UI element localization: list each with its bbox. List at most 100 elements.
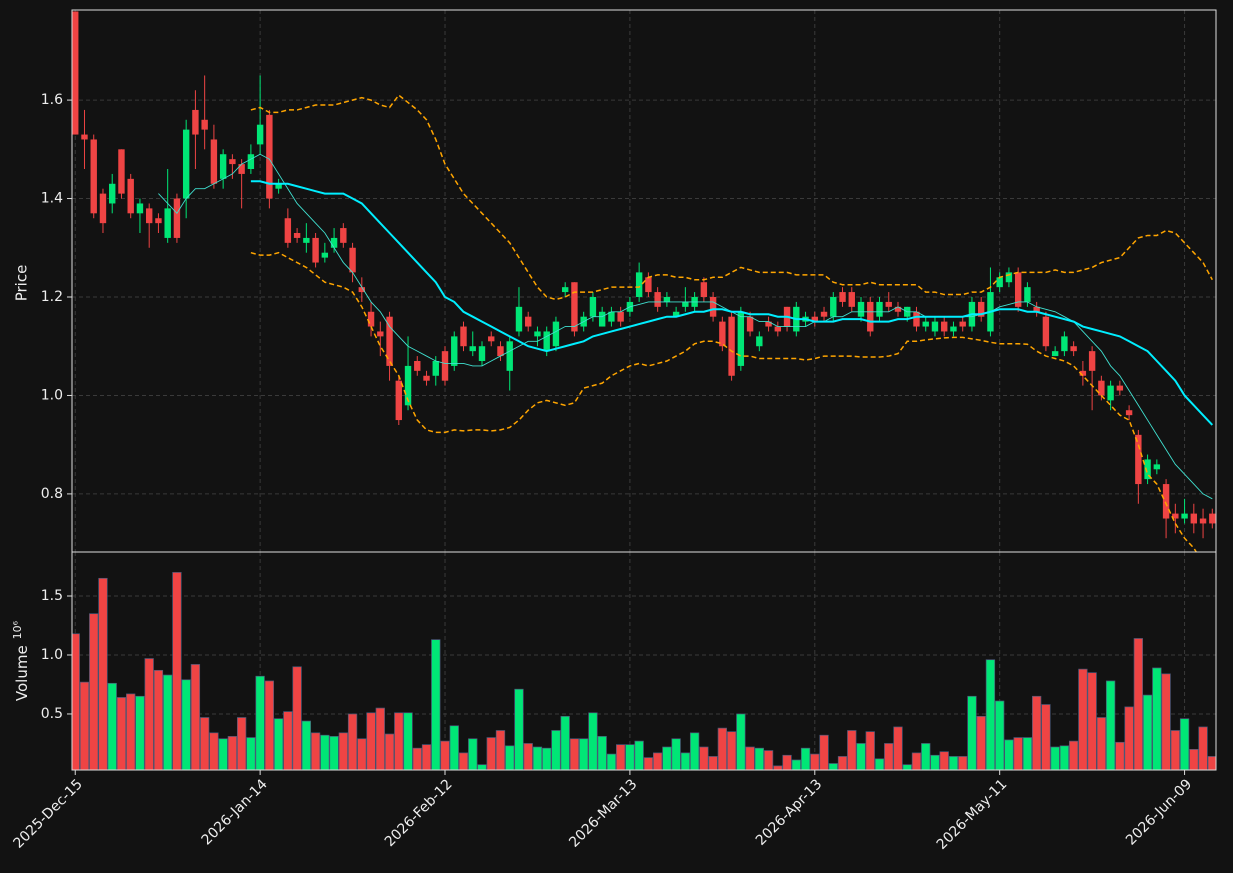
candle-body bbox=[266, 114, 273, 199]
volume-bar bbox=[514, 688, 524, 770]
volume-bar bbox=[366, 712, 376, 770]
volume-bar bbox=[79, 681, 90, 770]
candle-body bbox=[830, 296, 837, 317]
volume-bar bbox=[440, 740, 450, 770]
volume-bar bbox=[1198, 726, 1208, 770]
candle-body bbox=[1051, 351, 1059, 357]
volume-bar bbox=[357, 738, 367, 770]
candle-body bbox=[645, 277, 652, 293]
volume-bar bbox=[163, 674, 173, 770]
volume-bar bbox=[708, 756, 718, 770]
candle-body bbox=[192, 109, 199, 135]
candle-body bbox=[164, 208, 171, 238]
candle-body bbox=[118, 149, 125, 194]
candle-body bbox=[303, 237, 310, 243]
candle-body bbox=[229, 159, 236, 165]
volume-bar bbox=[689, 732, 700, 770]
volume-bar bbox=[273, 718, 284, 770]
volume-bar bbox=[1041, 704, 1051, 770]
volume-bar bbox=[810, 753, 820, 770]
volume-bar bbox=[791, 759, 801, 770]
volume-bar bbox=[338, 732, 348, 770]
candle-body bbox=[839, 292, 846, 302]
volume-bar bbox=[153, 669, 164, 770]
volume-bar bbox=[560, 715, 570, 770]
candle-body bbox=[1172, 513, 1179, 519]
volume-bar bbox=[236, 717, 247, 770]
volume-bar bbox=[837, 756, 848, 770]
volume-bar bbox=[671, 738, 681, 770]
volume-bar bbox=[745, 746, 755, 770]
volume-bar bbox=[246, 737, 256, 770]
candle-body bbox=[488, 336, 495, 342]
candle-body bbox=[1107, 385, 1114, 401]
candle-body bbox=[1135, 434, 1142, 485]
volume-bar bbox=[89, 613, 99, 770]
candle-body bbox=[811, 316, 818, 322]
candle-body bbox=[99, 193, 107, 224]
candle-body bbox=[672, 311, 680, 317]
volume-bar bbox=[1068, 740, 1079, 770]
candle-body bbox=[256, 124, 264, 145]
volume-bar bbox=[523, 743, 533, 770]
volume-bar bbox=[264, 680, 275, 770]
volume-bar bbox=[421, 744, 432, 770]
volume-bar bbox=[773, 765, 783, 770]
candle-body bbox=[820, 311, 828, 317]
candle-body bbox=[756, 336, 763, 347]
candle-body bbox=[996, 277, 1003, 288]
volume-bar bbox=[967, 695, 977, 770]
candle-body bbox=[534, 331, 541, 337]
volume-bar bbox=[865, 731, 875, 770]
volume-bar bbox=[958, 756, 968, 770]
candle-body bbox=[1144, 459, 1151, 480]
candle-body bbox=[182, 129, 190, 199]
volume-bar bbox=[310, 732, 321, 770]
volume-bar bbox=[477, 764, 487, 770]
volume-bar bbox=[542, 747, 552, 770]
candle-body bbox=[543, 331, 550, 352]
candle-body bbox=[746, 316, 754, 332]
candle-body bbox=[81, 134, 88, 140]
offset-label: 10⁶ bbox=[11, 620, 24, 639]
volume-bar bbox=[662, 746, 672, 770]
candle-body bbox=[367, 311, 375, 327]
volume-bar bbox=[976, 715, 986, 770]
candle-body bbox=[469, 346, 476, 352]
volume-bar bbox=[218, 738, 228, 770]
volume-bar bbox=[495, 730, 506, 770]
candle-body bbox=[515, 306, 523, 332]
volume-bar bbox=[1022, 737, 1033, 770]
candle-body bbox=[497, 346, 504, 357]
candle-body bbox=[395, 380, 402, 421]
volume-bar bbox=[995, 700, 1005, 770]
volume-bar bbox=[551, 730, 561, 770]
candle-body bbox=[1042, 316, 1050, 347]
volume-bar bbox=[847, 730, 857, 770]
candle-body bbox=[876, 301, 883, 317]
candle-body bbox=[1098, 380, 1105, 396]
candle-body bbox=[894, 306, 902, 312]
volume-bar bbox=[754, 747, 764, 770]
y-axis-label: Volume 10⁶ bbox=[11, 620, 31, 701]
candle-body bbox=[1181, 513, 1188, 519]
indicator-line bbox=[250, 251, 1198, 552]
volume-bar bbox=[1189, 749, 1199, 770]
volume-bar bbox=[1078, 668, 1088, 770]
candle-body bbox=[219, 154, 227, 179]
candle-body bbox=[848, 292, 855, 307]
volume-bar bbox=[172, 572, 182, 770]
volume-bar bbox=[107, 682, 117, 770]
candle-body bbox=[377, 331, 384, 337]
indicator-line bbox=[158, 153, 1213, 500]
volume-bar bbox=[1050, 746, 1060, 770]
candle-body bbox=[1125, 410, 1133, 416]
volume-bar bbox=[458, 752, 469, 770]
y-tick-label: 1.4 bbox=[41, 191, 63, 207]
candle-body bbox=[1116, 385, 1124, 391]
volume-bar bbox=[1032, 695, 1042, 770]
volume-bar bbox=[1115, 741, 1125, 770]
candle-body bbox=[1190, 513, 1198, 524]
volume-bar bbox=[283, 711, 293, 770]
candle-body bbox=[608, 311, 615, 322]
